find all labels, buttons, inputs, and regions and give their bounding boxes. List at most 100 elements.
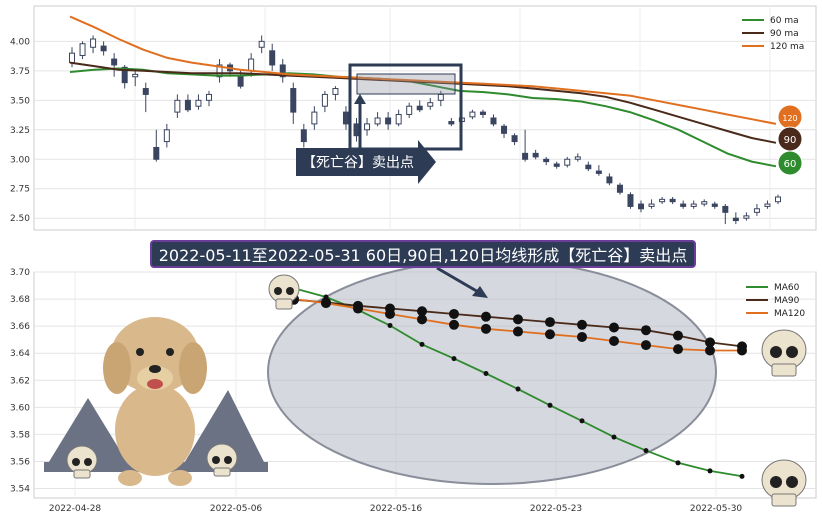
data-point	[545, 317, 555, 328]
candle	[543, 158, 550, 163]
candle	[342, 111, 349, 125]
candle	[374, 117, 381, 125]
data-point	[385, 308, 395, 319]
candle	[279, 64, 286, 78]
data-point	[449, 319, 459, 330]
data-point	[481, 323, 491, 334]
data-point	[609, 322, 619, 333]
y-tick-label: 3.62	[10, 376, 30, 386]
candlestick-chart: 4.00 3.75 3.50 3.25 3.00 2.75 2.50 60 ma 90 ma 1…	[10, 5, 817, 231]
data-point	[449, 308, 459, 319]
candle	[111, 58, 118, 66]
data-point	[609, 336, 619, 347]
data-point	[387, 322, 393, 328]
y-tick-label: 3.68	[10, 295, 30, 305]
y-tick-label: 3.66	[10, 322, 30, 332]
ma-badge-label: 90	[784, 135, 797, 146]
candle	[616, 184, 623, 193]
candle	[258, 40, 265, 48]
skull-icon	[206, 443, 238, 477]
legend-label: MA120	[774, 309, 805, 319]
data-point	[353, 303, 363, 314]
legend-label: 60 ma	[770, 16, 799, 26]
data-point	[643, 448, 649, 454]
y-tick-label: 3.58	[10, 430, 30, 440]
candle	[701, 201, 708, 205]
top-legend: 60 ma 90 ma 120 ma	[742, 16, 804, 52]
candle	[638, 203, 645, 210]
data-point	[545, 329, 555, 340]
legend-label: MA60	[774, 283, 800, 293]
candle	[395, 113, 402, 125]
x-tick-label: 2022-05-30	[690, 504, 743, 514]
candle	[479, 111, 486, 115]
candle	[385, 117, 392, 125]
sell-arrow	[296, 140, 436, 184]
x-tick-label: 2022-05-23	[530, 504, 582, 514]
candle	[174, 99, 181, 113]
data-point	[451, 356, 457, 362]
data-point	[675, 460, 681, 466]
candle	[490, 117, 497, 125]
bottom-legend: MA60 MA90 MA120	[746, 283, 805, 319]
candle	[732, 217, 739, 222]
data-point	[577, 331, 587, 342]
candle	[216, 64, 223, 78]
ma-line	[69, 67, 777, 168]
y-tick-label: 3.50	[10, 96, 30, 106]
candle	[121, 66, 128, 84]
candle	[311, 111, 318, 125]
data-point	[611, 434, 617, 440]
data-point	[739, 473, 745, 479]
x-tick-label: 2022-05-06	[210, 504, 263, 514]
data-point	[419, 341, 425, 347]
data-point	[321, 298, 331, 309]
y-tick-label: 2.75	[10, 185, 30, 195]
chart-banner: 2022-05-11至2022-05-31 60日,90日,120日均线形成【死…	[150, 240, 696, 268]
candle	[332, 88, 339, 95]
y-tick-label: 3.64	[10, 349, 30, 359]
data-point	[579, 418, 585, 424]
candle	[627, 194, 634, 207]
y-tick-label: 3.75	[10, 67, 30, 77]
y-tick-label: 3.60	[10, 403, 30, 413]
data-point	[673, 330, 683, 341]
data-point	[737, 345, 747, 356]
candle	[448, 121, 455, 125]
data-point	[513, 314, 523, 325]
y-tick-label: 3.56	[10, 457, 30, 467]
ma-badge	[777, 150, 803, 176]
candle	[775, 196, 781, 203]
skull-icon	[761, 459, 807, 507]
candle	[100, 45, 107, 52]
candle	[269, 50, 276, 66]
candle	[532, 152, 539, 158]
data-point	[641, 340, 651, 351]
candle	[184, 99, 191, 111]
candle	[553, 163, 560, 167]
data-point	[705, 337, 715, 348]
candle	[564, 158, 571, 166]
candle	[79, 43, 86, 57]
ma-line	[69, 61, 777, 144]
candle	[511, 135, 518, 143]
candle	[469, 111, 476, 118]
ma-badge-label: 120	[782, 114, 797, 123]
candle	[595, 170, 602, 174]
candle	[205, 93, 212, 101]
data-point	[705, 345, 715, 356]
candle	[237, 76, 244, 87]
candle	[416, 105, 423, 111]
candle	[321, 93, 328, 107]
candle	[743, 215, 750, 219]
skull-icon	[268, 274, 300, 310]
candle	[648, 203, 655, 207]
candle	[522, 152, 529, 160]
candle	[764, 203, 771, 207]
candle	[574, 156, 581, 160]
candle	[659, 198, 666, 203]
dog-illustration	[44, 317, 268, 486]
candle	[195, 99, 202, 107]
y-tick-label: 2.50	[10, 214, 30, 224]
